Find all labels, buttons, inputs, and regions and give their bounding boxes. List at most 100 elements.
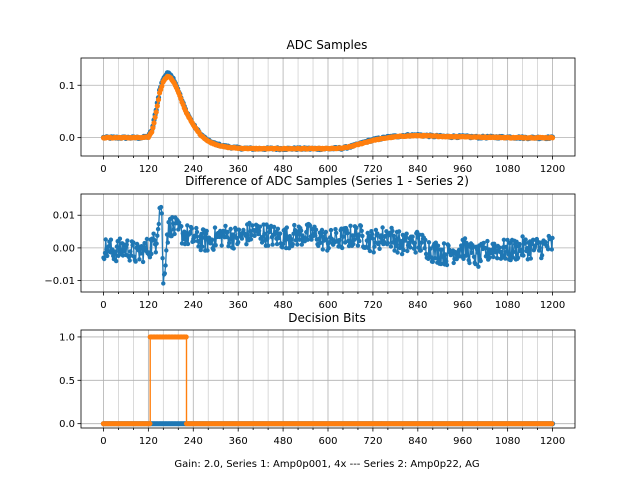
diff-series-1-point bbox=[524, 246, 530, 251]
diff-series-1-point bbox=[429, 255, 434, 260]
diff-series-1-point bbox=[161, 281, 166, 286]
diff-series-1-point bbox=[226, 244, 231, 249]
adc-series-2-point bbox=[153, 109, 159, 115]
diff-series-1-point bbox=[515, 255, 521, 260]
diff-series-1-point bbox=[172, 231, 177, 237]
diff-series-1-point bbox=[435, 243, 441, 248]
diff-series-1-point bbox=[113, 249, 118, 254]
diff-series-1-point bbox=[280, 241, 286, 247]
bits-series-2-point bbox=[549, 421, 555, 427]
diff-series-1-point bbox=[213, 243, 218, 248]
diff-series-1-point bbox=[140, 259, 146, 265]
diff-series-1-point bbox=[300, 233, 305, 238]
bits-series-2-point bbox=[147, 421, 153, 427]
diff-series-1-point bbox=[319, 231, 324, 236]
diff-series-1-point bbox=[364, 238, 370, 243]
diff-series-1-point bbox=[340, 234, 346, 239]
diff-series-1-point bbox=[122, 248, 127, 254]
diff-series-1-point bbox=[430, 259, 435, 264]
bits-series-2-point bbox=[183, 334, 189, 340]
diff-series-1-point bbox=[514, 239, 519, 244]
diff-series-1-point bbox=[197, 239, 202, 244]
diff-series-1-point bbox=[469, 250, 474, 255]
diff-series-1-point bbox=[276, 236, 281, 241]
diff-series-1-point bbox=[313, 227, 319, 232]
diff-series-1-point bbox=[393, 244, 399, 249]
diff-series-1-point bbox=[117, 246, 122, 251]
diff-series-1-point bbox=[517, 241, 522, 247]
diff-series-1-point bbox=[505, 237, 510, 243]
diff-series-1-point bbox=[406, 240, 411, 246]
diff-series-1-point bbox=[176, 220, 182, 225]
diff-series-1-point bbox=[171, 227, 176, 232]
diff-series-1-point bbox=[219, 243, 224, 248]
diff-series-1-point bbox=[228, 226, 233, 232]
diff-series-1-point bbox=[370, 236, 376, 241]
diff-series-1-point bbox=[390, 228, 395, 234]
diff-y-tick-label: 0.00 bbox=[53, 243, 75, 254]
bits-x-tick-label: 960 bbox=[453, 436, 472, 447]
diff-series-1-point bbox=[405, 248, 410, 254]
diff-series-1-point bbox=[334, 230, 339, 236]
diff-series-1-point bbox=[391, 233, 397, 238]
diff-series-1-point bbox=[418, 248, 423, 253]
diff-series-1-point bbox=[367, 248, 373, 254]
diff-series-1-point bbox=[179, 224, 184, 229]
bits-y-tick-label: 1.0 bbox=[59, 332, 75, 343]
diff-series-1-point bbox=[142, 240, 147, 246]
diff-series-1-point bbox=[198, 247, 203, 253]
diff-series-1-point bbox=[359, 228, 364, 233]
diff-x-tick-label: 360 bbox=[229, 300, 248, 311]
diff-series-1-point bbox=[360, 233, 365, 239]
diff-series-1-point bbox=[378, 233, 384, 238]
adc-series-2 bbox=[100, 73, 556, 152]
diff-series-1-point bbox=[291, 231, 296, 236]
diff-series-1-point bbox=[410, 234, 415, 239]
diff-series-1-point bbox=[114, 258, 119, 264]
adc-title: ADC Samples bbox=[287, 38, 368, 52]
diff-series-1-point bbox=[305, 237, 310, 242]
decision-bits-axes-frame bbox=[80, 329, 576, 429]
diff-series-1-point bbox=[236, 227, 242, 232]
diff-series-1-point bbox=[355, 243, 361, 248]
diff-series-1-point bbox=[117, 236, 123, 241]
diff-series-1-point bbox=[399, 251, 405, 257]
diff-series-1-point bbox=[270, 242, 275, 247]
diff-series-1-point bbox=[528, 256, 533, 261]
difference-axes-frame bbox=[80, 193, 576, 293]
diff-series-1-point bbox=[543, 240, 548, 245]
x-axis-label: Gain: 2.0, Series 1: Amp0p001, 4x --- Se… bbox=[174, 459, 479, 470]
diff-series-1-point bbox=[156, 221, 161, 227]
diff-series-1-point bbox=[316, 236, 322, 242]
diff-series-1-point bbox=[371, 250, 376, 255]
diff-series-1-point bbox=[256, 231, 261, 237]
adc-x-tick-label: 1080 bbox=[495, 164, 520, 175]
bits-x-tick-label: 240 bbox=[184, 436, 203, 447]
diff-series-1-point bbox=[439, 247, 444, 252]
diff-series-1-point bbox=[105, 253, 110, 259]
diff-series-1-point bbox=[451, 260, 456, 266]
diff-series-1-point bbox=[124, 242, 129, 247]
adc-series-2-point bbox=[159, 83, 165, 89]
diff-series-1-point bbox=[478, 258, 483, 264]
diff-series-1-point bbox=[131, 240, 136, 245]
diff-series-1-point bbox=[446, 243, 451, 248]
diff-series-1-point bbox=[127, 258, 132, 263]
diff-series-1-point bbox=[265, 236, 270, 241]
diff-series-1-point bbox=[398, 242, 403, 247]
diff-series-1-point bbox=[250, 223, 255, 228]
difference-panel: Difference of ADC Samples (Series 1 - Se… bbox=[44, 174, 576, 311]
bits-x-tick-label: 1200 bbox=[540, 436, 565, 447]
diff-series-1-point bbox=[348, 223, 353, 228]
diff-series-1-point bbox=[390, 240, 396, 245]
diff-series-1-point bbox=[262, 231, 267, 236]
diff-series-1-point bbox=[185, 241, 191, 247]
diff-series-1-point bbox=[299, 242, 304, 247]
diff-series-1-point bbox=[401, 247, 406, 253]
diff-series-1-point bbox=[408, 245, 413, 250]
diff-series-1-point bbox=[388, 244, 394, 249]
diff-series-1-point bbox=[498, 256, 504, 261]
diff-series-1-point bbox=[475, 250, 480, 255]
diff-series-1-point bbox=[503, 256, 508, 261]
diff-series-1-point bbox=[444, 262, 450, 268]
